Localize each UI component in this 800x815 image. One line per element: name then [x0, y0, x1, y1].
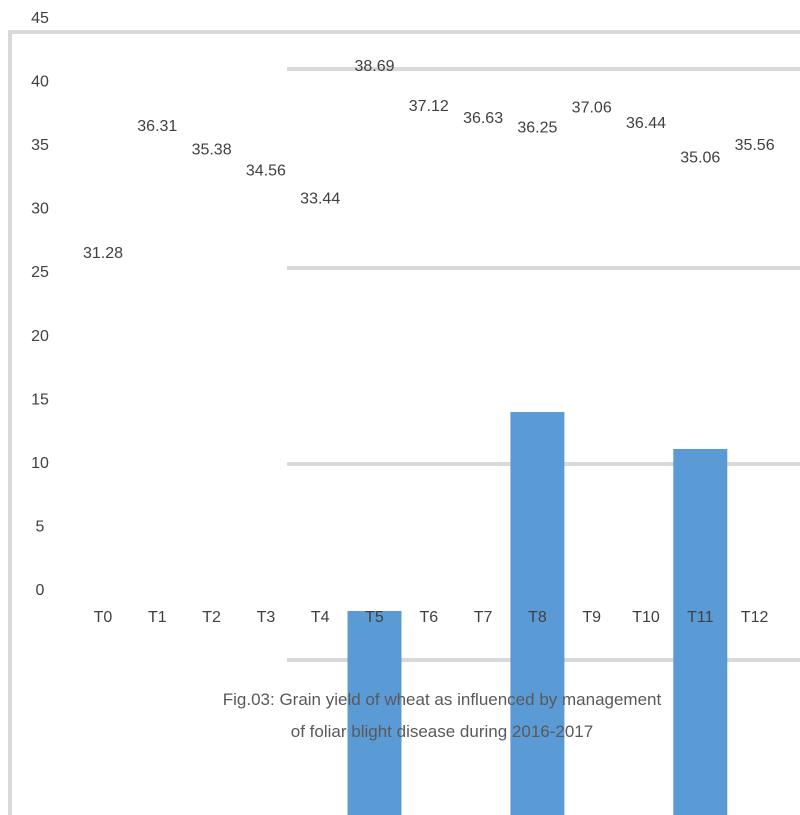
y-tick-label: 40 [31, 74, 49, 91]
data-label: 36.31 [137, 118, 177, 135]
x-tick-label: T9 [582, 609, 601, 626]
x-tick-label: T1 [148, 609, 167, 626]
y-tick-label: 25 [31, 264, 49, 281]
x-tick-label: T10 [632, 609, 660, 626]
x-tick-label: T2 [202, 609, 221, 626]
y-tick-label: 10 [31, 455, 49, 472]
data-label: 35.06 [680, 150, 720, 167]
data-label: 37.06 [572, 99, 612, 116]
data-label: 36.63 [463, 110, 503, 127]
y-axis-ticks: 0 5 10 15 20 25 30 35 40 45 [31, 10, 49, 599]
data-label: 33.44 [300, 191, 340, 208]
x-tick-label: T5 [365, 609, 384, 626]
y-tick-label: 45 [31, 10, 49, 27]
y-tick-label: 15 [31, 391, 49, 408]
y-tick-label: 0 [36, 582, 45, 599]
data-label: 34.56 [246, 162, 286, 179]
data-label: 36.25 [517, 120, 557, 137]
caption-line-2: of foliar blight disease during 2016-201… [291, 722, 593, 741]
data-labels: 31.28 36.31 35.38 34.56 33.44 38.69 37.12 36.63… [83, 58, 775, 262]
x-tick-label: T8 [528, 609, 547, 626]
y-tick-label: 30 [31, 201, 49, 218]
x-tick-label: T4 [311, 609, 330, 626]
x-tick-label: T6 [419, 609, 438, 626]
y-tick-label: 5 [36, 518, 45, 535]
bar-t5 [347, 611, 402, 815]
y-tick-label: 20 [31, 328, 49, 345]
bar-t11 [673, 449, 728, 815]
y-tick-label: 35 [31, 137, 49, 154]
bar-group [347, 412, 728, 815]
data-label: 35.56 [735, 137, 775, 154]
x-tick-label: T12 [741, 609, 769, 626]
data-label: 38.69 [354, 58, 394, 75]
x-tick-label: T3 [257, 609, 276, 626]
x-axis-ticks: T0 T1 T2 T3 T4 T5 T6 T7 T8 T9 T10 T11 T12 [94, 609, 769, 626]
frame-left-line [8, 30, 12, 815]
x-tick-label: T11 [687, 609, 713, 626]
data-label: 37.12 [409, 98, 449, 115]
x-tick-label: T0 [94, 609, 113, 626]
caption-line-1: Fig.03: Grain yield of wheat as influenc… [223, 690, 662, 709]
data-label: 31.28 [83, 245, 123, 262]
x-tick-label: T7 [474, 609, 493, 626]
bar-t8 [510, 412, 565, 815]
data-label: 36.44 [626, 115, 666, 132]
frame-band-2 [287, 266, 800, 270]
frame-band-1 [287, 67, 800, 71]
frame-top-line [8, 30, 800, 34]
data-label: 35.38 [192, 142, 232, 159]
